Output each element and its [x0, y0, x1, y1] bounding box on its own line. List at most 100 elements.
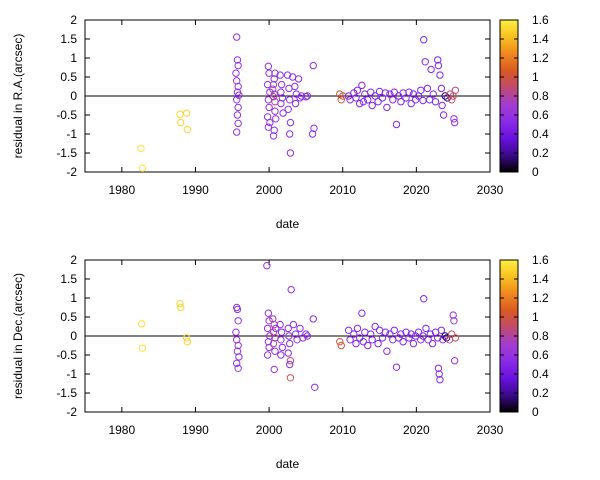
data-point — [450, 118, 459, 127]
data-point — [232, 328, 240, 336]
data-point — [439, 111, 448, 119]
data-point — [419, 332, 427, 340]
data-point — [263, 351, 272, 359]
data-point — [450, 317, 458, 325]
data-point — [284, 349, 292, 357]
data-point — [436, 376, 444, 384]
data-point — [232, 359, 241, 368]
data-point — [350, 330, 358, 338]
data-point — [350, 89, 358, 97]
data-point — [435, 370, 443, 378]
data-point — [264, 123, 273, 131]
data-point — [358, 81, 366, 90]
colorbar-tick-label: 0.8 — [532, 89, 549, 103]
data-point — [353, 86, 362, 95]
data-point — [276, 320, 284, 329]
data-point — [283, 71, 292, 79]
data-point — [287, 285, 295, 294]
data-point — [277, 328, 286, 336]
data-point — [269, 93, 278, 101]
data-point — [286, 130, 294, 138]
data-point — [364, 96, 372, 104]
colorbar-tick-label: 0.2 — [532, 146, 549, 160]
data-point — [284, 324, 292, 333]
y-tick-label: -2 — [66, 405, 77, 419]
data-point — [277, 99, 285, 108]
data-point — [270, 75, 278, 83]
data-point — [371, 322, 379, 331]
data-point — [269, 132, 278, 140]
colorbar-tick-label: 0.6 — [532, 108, 549, 122]
data-point — [233, 305, 242, 314]
dec-residual-plot: -2 -1.5 -1 -0.5 0 0.5 1 1.5 2 1980 1990 2000 2010 202… — [11, 253, 549, 471]
data-point — [270, 126, 278, 134]
colorbar-tick-label: 0.4 — [532, 367, 549, 381]
x-tick-label: 2000 — [256, 183, 283, 197]
y-tick-label: -0.5 — [56, 108, 77, 122]
data-point — [138, 164, 147, 172]
data-point — [421, 58, 429, 66]
data-point — [417, 86, 425, 95]
data-point — [233, 111, 242, 119]
data-point — [265, 317, 273, 325]
data-point — [286, 339, 294, 348]
x-tick-label: 1990 — [182, 183, 209, 197]
data-point — [183, 125, 192, 134]
data-point — [429, 90, 437, 98]
data-point — [449, 311, 457, 319]
y-tick-label: -2 — [66, 165, 77, 179]
x-tick-label: 2030 — [477, 423, 504, 437]
data-point — [311, 383, 319, 391]
data-point — [414, 328, 423, 336]
data-point — [417, 336, 425, 344]
x-tick-label: 1980 — [108, 183, 135, 197]
data-point — [176, 110, 184, 118]
data-point — [355, 334, 364, 342]
data-point — [448, 330, 456, 338]
data-point — [277, 351, 285, 359]
data-point — [451, 86, 460, 95]
data-point — [292, 90, 301, 98]
y-tick-label: 0.5 — [60, 310, 77, 324]
data-point — [367, 88, 375, 96]
data-point — [309, 61, 317, 70]
data-point — [276, 71, 284, 79]
data-point — [263, 262, 271, 270]
data-point — [359, 98, 368, 106]
data-point — [420, 36, 428, 44]
y-tick-label: -1.5 — [56, 146, 77, 160]
colorbar-tick-label: 0.4 — [532, 127, 549, 141]
data-point — [285, 332, 293, 340]
data-point — [434, 364, 443, 372]
data-point — [390, 88, 398, 96]
data-point — [265, 69, 273, 77]
x-tick-label: 1990 — [182, 423, 209, 437]
data-point — [232, 69, 240, 77]
data-point — [234, 317, 242, 325]
data-point — [390, 326, 398, 334]
data-point — [392, 120, 401, 129]
data-point — [289, 320, 298, 329]
y-tick-label: -1 — [66, 367, 77, 381]
data-point — [386, 330, 394, 338]
data-point — [303, 332, 312, 340]
x-tick-label: 1980 — [108, 423, 135, 437]
y-tick-label: 1.5 — [60, 272, 77, 286]
data-point — [177, 118, 185, 127]
y-axis-label: residual in Dec.(arcsec) — [11, 273, 25, 399]
data-point — [270, 365, 278, 374]
data-point — [352, 94, 360, 102]
y-axis-label: residual in R.A.(arcsec) — [11, 34, 25, 159]
data-point — [297, 92, 306, 100]
data-point — [303, 92, 312, 100]
data-point — [182, 109, 191, 117]
data-point — [271, 347, 279, 355]
data-point — [359, 338, 368, 346]
data-point — [436, 71, 444, 79]
data-point — [264, 309, 273, 317]
data-point — [389, 96, 397, 104]
data-point — [263, 324, 272, 333]
y-tick-label: 2 — [70, 13, 77, 27]
colorbar-tick-label: 1.2 — [532, 291, 549, 305]
data-point — [409, 339, 418, 348]
